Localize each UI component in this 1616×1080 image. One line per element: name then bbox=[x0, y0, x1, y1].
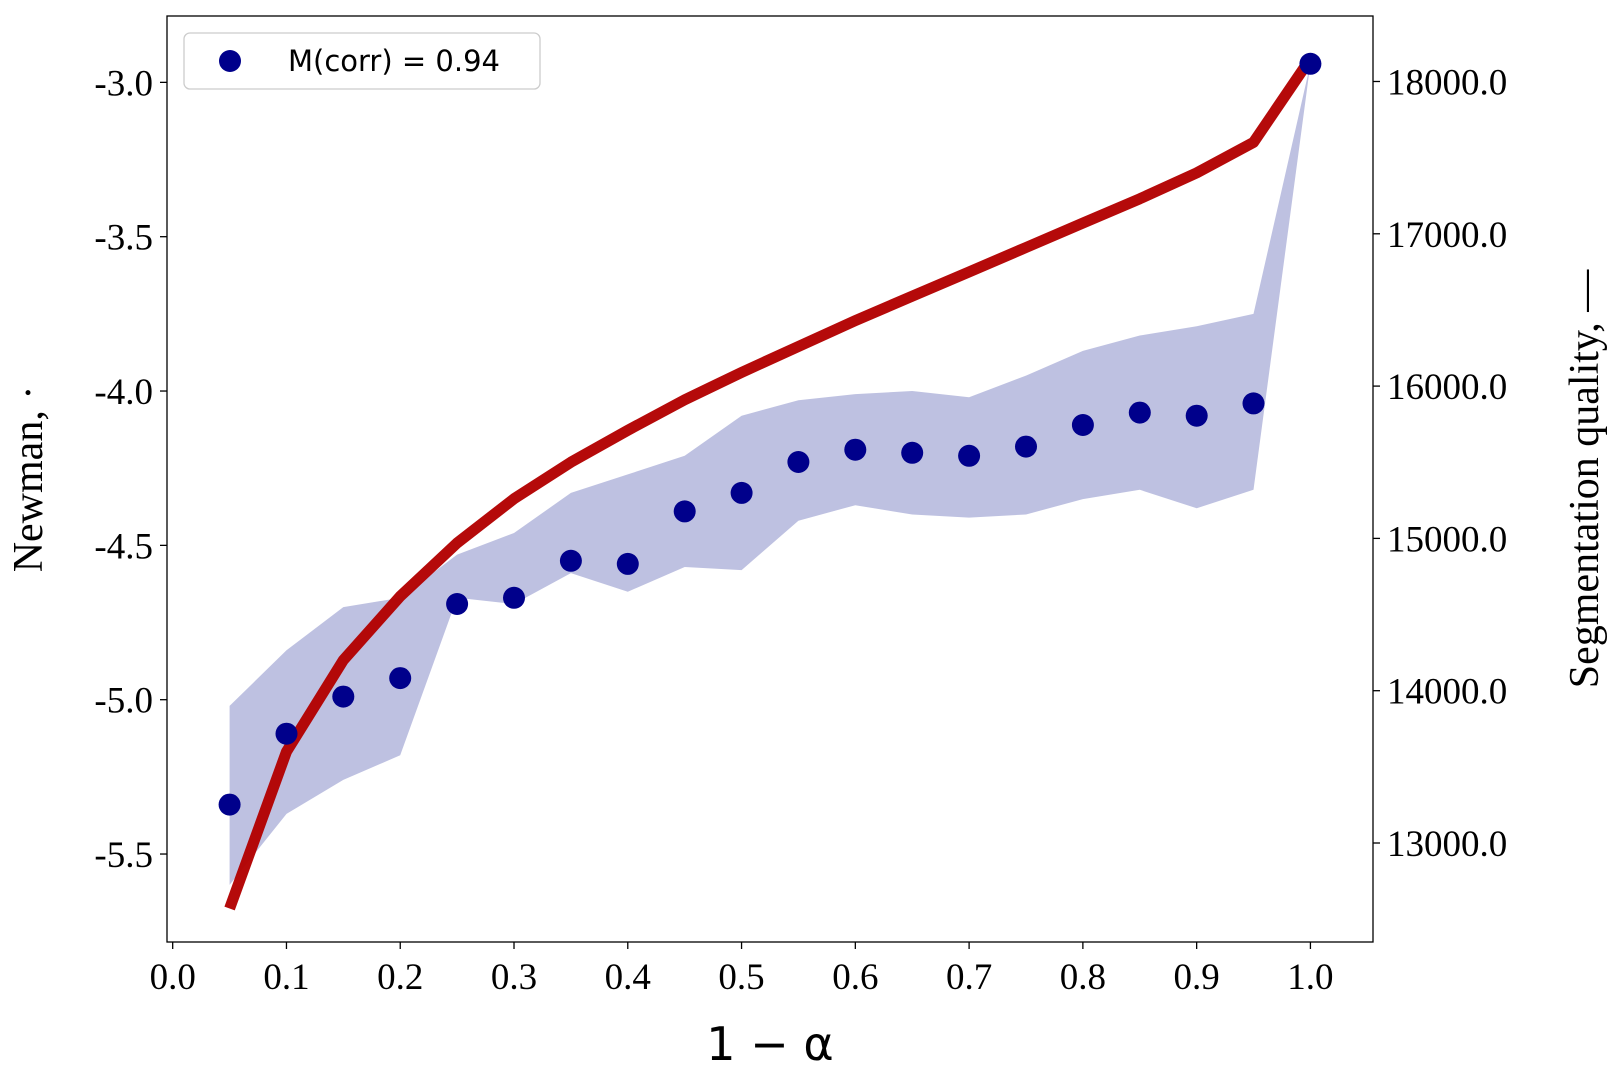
newman-point bbox=[559, 549, 582, 572]
x-tick-label: 0.7 bbox=[946, 957, 992, 998]
right-y-tick-label: 16000.0 bbox=[1387, 367, 1507, 408]
newman-point bbox=[503, 586, 525, 609]
segmentation-quality-line bbox=[224, 55, 1315, 911]
newman-point bbox=[1185, 404, 1208, 427]
newman-point bbox=[844, 438, 867, 461]
left-y-tick-label: -4.5 bbox=[94, 526, 153, 567]
newman-point bbox=[616, 552, 639, 575]
newman-point bbox=[1015, 435, 1037, 458]
plot-frame bbox=[166, 15, 1374, 943]
newman-point bbox=[958, 444, 981, 467]
newman-point bbox=[389, 667, 412, 690]
newman-point bbox=[275, 722, 298, 745]
right-y-axis: 13000.0 14000.0 15000.0 16000.0 17000.0 18000… bbox=[1373, 62, 1507, 865]
newman-point bbox=[901, 441, 924, 464]
x-axis: 0.0 0.1 0.2 0.3 0.4 0.5 0.6 0.7 0.8 0.9 1.0 bbox=[150, 942, 1334, 998]
x-tick-label: 0.0 bbox=[150, 957, 196, 998]
x-tick-label: 0.5 bbox=[718, 957, 764, 998]
left-y-axis: -5.5 -5.0 -4.5 -4.0 -3.5 -3.0 bbox=[94, 63, 167, 876]
right-y-axis-label: Segmentation quality, — bbox=[1562, 269, 1608, 688]
x-tick-label: 0.6 bbox=[832, 957, 878, 998]
x-axis-label: 1 − α bbox=[706, 1017, 833, 1071]
plot-area bbox=[218, 52, 1322, 911]
left-y-tick-label: -4.0 bbox=[94, 372, 153, 413]
right-y-tick-label: 14000.0 bbox=[1387, 672, 1507, 713]
left-y-axis-label: Newman, · bbox=[6, 386, 52, 573]
newman-band bbox=[229, 63, 1311, 885]
legend-label: M(corr) = 0.94 bbox=[288, 44, 500, 78]
newman-point bbox=[1242, 392, 1265, 415]
left-y-tick-label: -5.5 bbox=[94, 835, 153, 876]
right-y-tick-label: 18000.0 bbox=[1387, 62, 1507, 103]
right-y-tick-label: 15000.0 bbox=[1387, 519, 1507, 560]
x-tick-label: 1.0 bbox=[1287, 957, 1333, 998]
legend-marker bbox=[219, 50, 241, 72]
newman-point bbox=[787, 451, 810, 473]
x-tick-label: 0.8 bbox=[1060, 957, 1106, 998]
x-tick-label: 0.9 bbox=[1174, 957, 1220, 998]
x-tick-label: 0.2 bbox=[377, 957, 423, 998]
x-tick-label: 0.4 bbox=[605, 957, 651, 998]
legend-box bbox=[183, 32, 541, 90]
newman-point bbox=[332, 685, 355, 708]
x-tick-label: 0.1 bbox=[263, 957, 309, 998]
newman-point bbox=[1128, 401, 1151, 424]
newman-point bbox=[1071, 414, 1094, 436]
newman-point bbox=[673, 500, 696, 523]
right-y-tick-label: 17000.0 bbox=[1387, 215, 1507, 256]
newman-point bbox=[1299, 52, 1322, 75]
newman-point bbox=[218, 793, 241, 816]
left-y-tick-label: -3.0 bbox=[94, 63, 153, 104]
newman-point bbox=[446, 593, 469, 615]
x-tick-label: 0.3 bbox=[491, 957, 537, 998]
right-y-tick-label: 13000.0 bbox=[1387, 824, 1507, 865]
left-y-tick-label: -3.5 bbox=[94, 218, 153, 259]
legend: M(corr) = 0.94 bbox=[183, 32, 541, 90]
left-y-tick-label: -5.0 bbox=[94, 681, 153, 722]
newman-point bbox=[730, 481, 753, 504]
